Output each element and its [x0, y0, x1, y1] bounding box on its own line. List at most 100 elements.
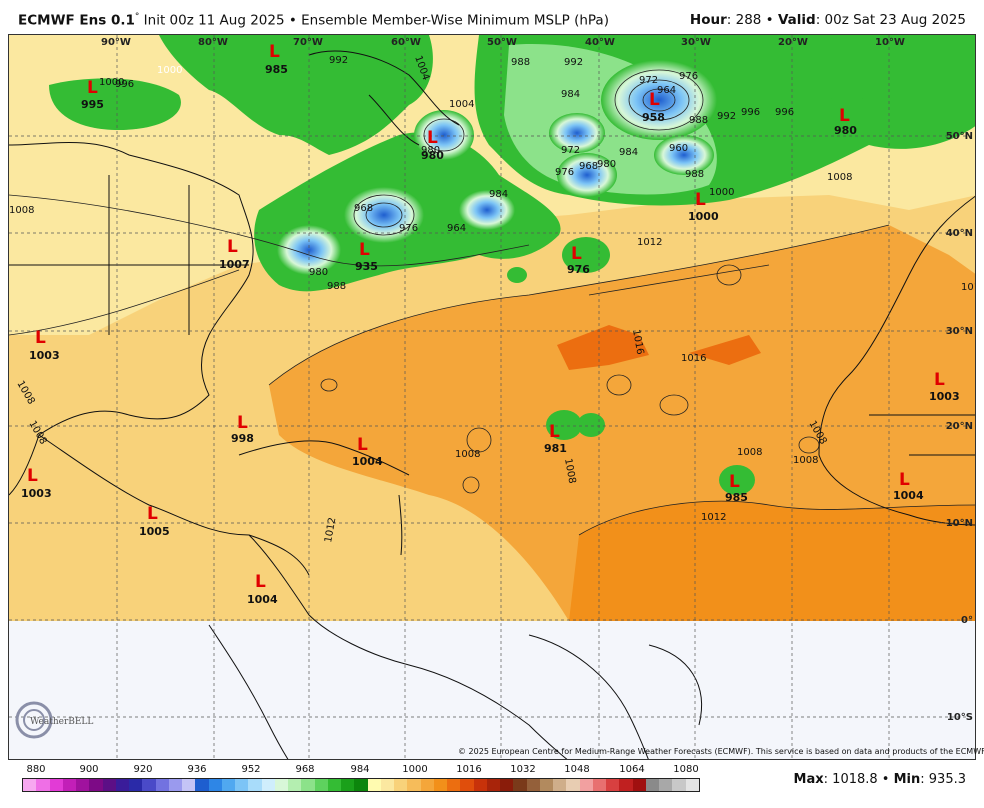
low-center-small — [507, 267, 527, 283]
colorbar-swatch — [129, 779, 143, 791]
isobar-label: 1004 — [449, 99, 474, 110]
mslp-map: 90°W 80°W 70°W 60°W 50°W 40°W 30°W 20°W … — [8, 34, 976, 760]
lat-label: 20°N — [946, 421, 973, 432]
low-value: 995 — [81, 98, 104, 111]
low-center-985 — [719, 465, 755, 495]
colorbar-swatch — [526, 779, 540, 791]
colorbar-swatch — [566, 779, 580, 791]
colorbar-swatch — [168, 779, 182, 791]
lon-label: 40°W — [585, 37, 615, 48]
lat-label: 50°N — [946, 131, 973, 142]
isobar-label: 972 — [639, 75, 658, 86]
colorbar-label: 1032 — [510, 764, 536, 775]
colorbar-swatch — [473, 779, 487, 791]
colorbar-swatch — [367, 779, 381, 791]
low-symbol: L — [839, 106, 850, 126]
low-value: 1003 — [929, 390, 960, 403]
low-value: 980 — [834, 124, 857, 137]
isobar-label: 996 — [115, 79, 134, 90]
isobar-label: 1016 — [681, 353, 706, 364]
low-value: 1003 — [29, 349, 60, 362]
low-symbol: L — [729, 472, 740, 492]
isobar-label: 968 — [579, 161, 598, 172]
max-value: : 1018.8 — [823, 772, 878, 787]
low-symbol: L — [35, 328, 46, 348]
low-value: 1004 — [247, 593, 278, 606]
colorbar-swatch — [513, 779, 527, 791]
low-value: 935 — [355, 260, 378, 273]
low-value: 1004 — [352, 455, 383, 468]
low-region-hudson — [49, 78, 181, 130]
logo-graphic: WeatherBELL — [15, 701, 93, 739]
isobar-label: 984 — [489, 189, 508, 200]
colorbar-swatch — [314, 779, 328, 791]
isobar-label: 1012 — [701, 512, 726, 523]
low-symbol: L — [147, 504, 158, 524]
lat-label: 40°N — [946, 228, 973, 239]
min-value: : 935.3 — [920, 772, 966, 787]
colorbar-swatch — [155, 779, 169, 791]
low-center-984 — [549, 113, 605, 153]
colorbar-swatch — [619, 779, 633, 791]
colorbar-swatch — [354, 779, 368, 791]
max-min-stats: Max: 1018.8 • Min: 935.3 — [794, 772, 966, 787]
weatherbell-logo: WeatherBELL — [14, 700, 106, 740]
colorbar-swatch — [407, 779, 421, 791]
isobar-label: 996 — [741, 107, 760, 118]
isobar-label: 1012 — [637, 237, 662, 248]
hour-label: Hour — [689, 12, 727, 28]
low-symbol: L — [695, 190, 706, 210]
isobar-label: 1008 — [827, 172, 852, 183]
lat-label: 10°N — [946, 518, 973, 529]
init-time: Init 00z 11 Aug 2025 — [143, 12, 285, 29]
lon-label: 20°W — [778, 37, 808, 48]
low-symbol: L — [359, 240, 370, 260]
pressure-colorbar — [22, 778, 700, 792]
colorbar-swatch — [49, 779, 63, 791]
low-symbol: L — [899, 470, 910, 490]
low-center-976 — [562, 237, 610, 273]
lon-label: 10°W — [875, 37, 905, 48]
colorbar-label: 968 — [295, 764, 315, 775]
min-label: Min — [893, 772, 921, 787]
low-value: 1000 — [688, 210, 719, 223]
low-center-981 — [546, 410, 582, 440]
colorbar-swatch — [447, 779, 461, 791]
low-symbol: L — [934, 370, 945, 390]
low-value: 1004 — [893, 489, 924, 502]
low-value: 985 — [725, 491, 748, 504]
colorbar-swatch — [102, 779, 116, 791]
low-center-980b — [414, 110, 474, 160]
max-label: Max — [793, 772, 824, 787]
bullet: • — [288, 12, 297, 29]
isobar-label: 1000 — [99, 77, 124, 88]
isobar-label: 976 — [399, 223, 418, 234]
lon-label: 60°W — [391, 37, 421, 48]
colorbar-label: 1080 — [673, 764, 699, 775]
colorbar-swatch — [76, 779, 90, 791]
header: ECMWF Ens 0.1° Init 00z 11 Aug 2025 • En… — [0, 0, 984, 34]
colorbar-swatch — [420, 779, 434, 791]
colorbar-swatch — [62, 779, 76, 791]
lon-label: 70°W — [293, 37, 323, 48]
colorbar-label: 900 — [79, 764, 99, 775]
colorbar-swatch — [23, 779, 37, 791]
bullet: • — [765, 12, 774, 28]
longitude-labels: 90°W 80°W 70°W 60°W 50°W 40°W 30°W 20°W … — [101, 37, 905, 48]
colorbar-swatch — [182, 779, 196, 791]
isobar-label: 1008 — [737, 447, 762, 458]
isobar-label: 988 — [327, 281, 346, 292]
colorbar-swatch — [195, 779, 209, 791]
low-value: 998 — [231, 432, 254, 445]
low-center-935 — [344, 187, 424, 243]
map-canvas: 90°W 80°W 70°W 60°W 50°W 40°W 30°W 20°W … — [9, 35, 975, 759]
model-name: ECMWF Ens 0.1 — [18, 12, 135, 29]
isobar-label: 988 — [689, 115, 708, 126]
low-symbol: L — [549, 422, 560, 442]
low-symbol: L — [571, 244, 582, 264]
